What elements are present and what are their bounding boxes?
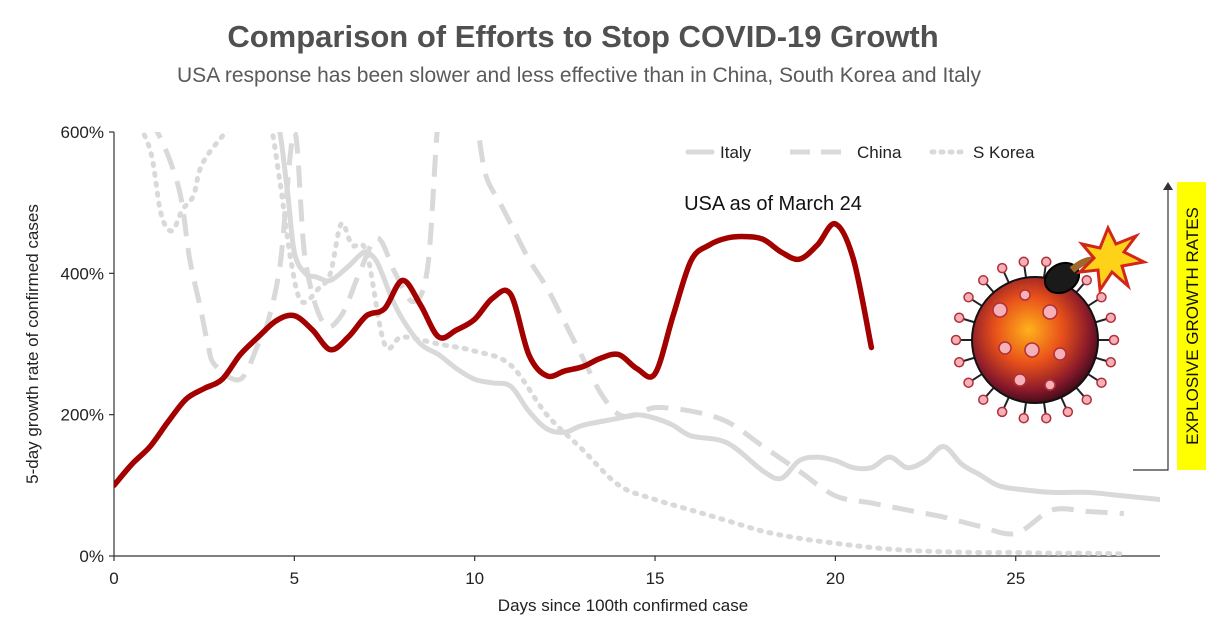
explosive-growth-indicator: EXPLOSIVE GROWTH RATES bbox=[1133, 182, 1206, 471]
y-axis-label: 5-day growth rate of confirmed cases bbox=[23, 204, 42, 484]
y-tick-label: 600% bbox=[61, 123, 104, 142]
virus-spike-tip bbox=[1081, 394, 1092, 405]
y-tick-label: 0% bbox=[79, 547, 104, 566]
virus-spike-tip bbox=[1062, 406, 1074, 418]
y-tick-label: 200% bbox=[61, 406, 104, 425]
x-tick-label: 5 bbox=[290, 569, 299, 588]
virus-spike-tip bbox=[1040, 412, 1052, 424]
series-line-s-korea bbox=[139, 132, 1127, 556]
virus-spike-tip bbox=[953, 312, 965, 323]
virus-body bbox=[971, 276, 1099, 404]
usa-annotation: USA as of March 24 bbox=[684, 193, 862, 215]
explosive-label: EXPLOSIVE GROWTH RATES bbox=[1183, 207, 1202, 445]
virus-spike-tip bbox=[1105, 312, 1117, 323]
virus-spike-tip bbox=[1108, 334, 1120, 346]
explosive-highlight bbox=[1177, 182, 1206, 470]
virus-spike-tip bbox=[1096, 377, 1107, 388]
series-line-china bbox=[154, 132, 1125, 537]
series-layer bbox=[114, 132, 1160, 556]
virus-bomb-illustration bbox=[950, 224, 1149, 424]
x-tick-labels: 0 5 10 15 20 25 bbox=[109, 556, 1025, 588]
x-tick-label: 10 bbox=[465, 569, 484, 588]
legend-label-skorea: S Korea bbox=[973, 143, 1035, 162]
x-tick-label: 0 bbox=[109, 569, 118, 588]
virus-spike-tip bbox=[950, 334, 962, 346]
virus-spike-tip bbox=[978, 275, 989, 286]
virus-spike-tip bbox=[996, 406, 1008, 418]
virus-spike-tip bbox=[963, 377, 974, 388]
x-axis-label: Days since 100th confirmed case bbox=[498, 596, 748, 615]
legend-label-china: China bbox=[857, 143, 902, 162]
legend: Italy China S Korea bbox=[685, 143, 1035, 162]
y-tick-label: 400% bbox=[61, 264, 104, 283]
virus-dots bbox=[992, 289, 1067, 391]
x-tick-label: 15 bbox=[646, 569, 665, 588]
x-tick-label: 25 bbox=[1006, 569, 1025, 588]
virus-spike-tip bbox=[1081, 275, 1092, 286]
spark-icon bbox=[1075, 224, 1149, 295]
virus-spike-tip bbox=[978, 394, 989, 405]
virus-spike-tip bbox=[1105, 357, 1117, 368]
series-line-usa bbox=[114, 221, 875, 489]
virus-spike-tip bbox=[953, 357, 965, 368]
growth-arrowhead bbox=[1163, 182, 1173, 190]
virus-spike-tip bbox=[1096, 292, 1107, 303]
virus-spike-tip bbox=[996, 262, 1008, 274]
growth-arrow bbox=[1133, 188, 1169, 471]
virus-spike-tip bbox=[963, 292, 974, 303]
legend-label-italy: Italy bbox=[720, 143, 752, 162]
y-tick-labels: 0% 200% 400% 600% bbox=[61, 123, 114, 566]
chart-title: Comparison of Efforts to Stop COVID-19 G… bbox=[227, 19, 938, 54]
virus-spike-tip bbox=[1018, 256, 1030, 268]
x-tick-label: 20 bbox=[826, 569, 845, 588]
virus-spike-tip bbox=[1018, 412, 1030, 424]
chart-subtitle: USA response has been slower and less ef… bbox=[177, 64, 981, 87]
virus-spike-tip bbox=[1040, 256, 1052, 268]
virus-spikes bbox=[950, 256, 1120, 424]
